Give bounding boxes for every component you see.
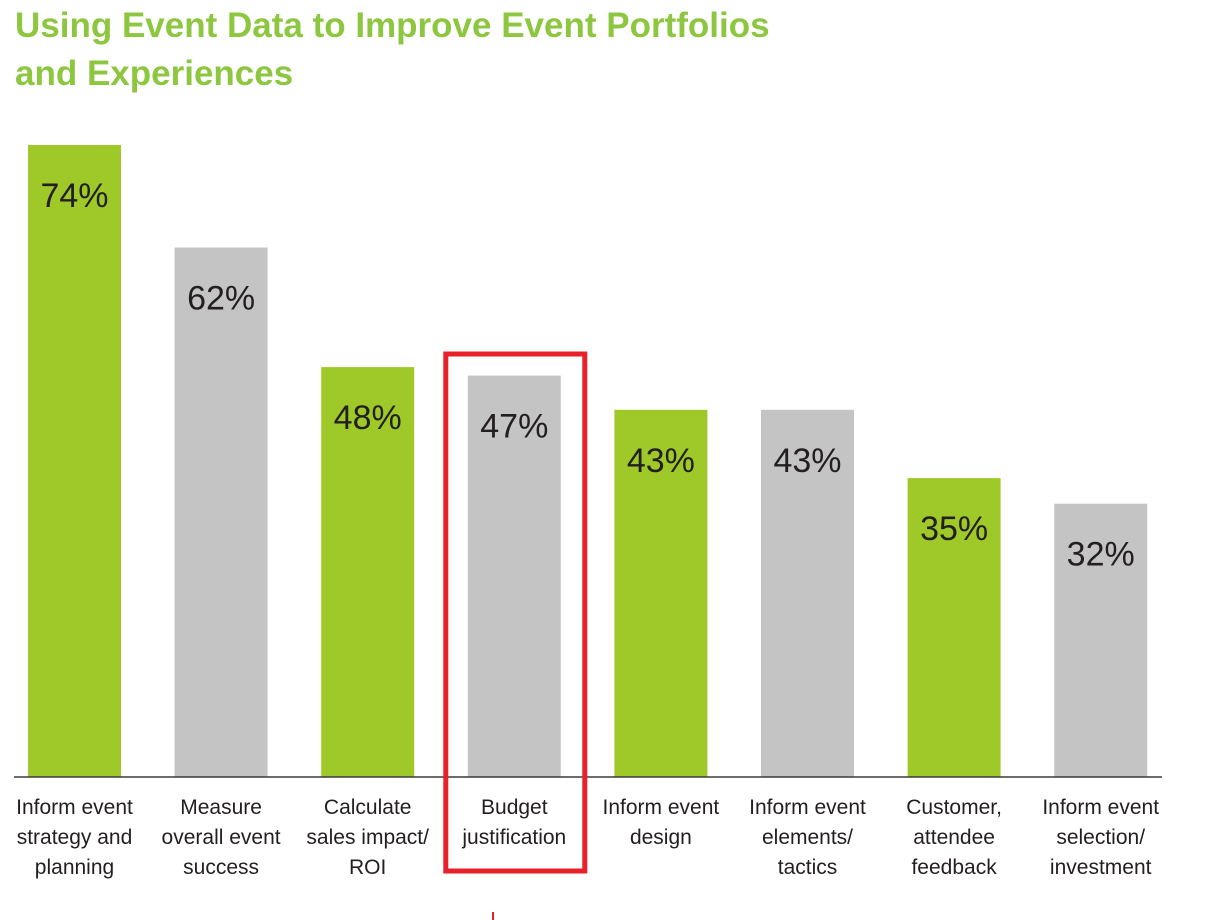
- bars-group: [28, 145, 1148, 777]
- bar-value-label-6: 43%: [773, 442, 841, 480]
- category-label-5-line-1: Inform event: [603, 796, 720, 819]
- bar-value-label-8: 32%: [1067, 536, 1135, 574]
- chart-title-line-2: and Experiences: [15, 54, 294, 93]
- bar-3: [321, 367, 415, 777]
- category-label-7-line-3: feedback: [911, 856, 997, 879]
- category-label-2-line-2: overall event: [162, 826, 281, 849]
- bar-8: [1054, 503, 1148, 777]
- bar-value-label-2: 62%: [187, 280, 255, 318]
- category-label-1: Inform event strategy and planning: [16, 796, 133, 879]
- chart-title: Using Event Data to Improve Event Portfo…: [15, 2, 915, 98]
- category-label-6: Inform event elements/tactics: [749, 796, 866, 879]
- bar-4: [467, 375, 561, 777]
- category-label-8-line-3: investment: [1050, 856, 1152, 879]
- value-labels-group: 74% 62% 48% 47% 43% 43% 35% 32%: [40, 177, 1134, 574]
- highlight-box: [443, 351, 588, 874]
- category-label-8-line-2: selection/: [1056, 826, 1145, 849]
- category-label-2-line-3: success: [183, 856, 259, 879]
- category-label-8: Inform event selection/investment: [1042, 796, 1159, 879]
- category-label-2-line-1: Measure: [180, 796, 262, 819]
- category-label-1-line-3: planning: [35, 856, 114, 879]
- bar-1: [28, 145, 121, 777]
- bar-value-label-7: 35%: [920, 510, 988, 548]
- category-label-8-line-1: Inform event: [1042, 796, 1159, 819]
- chart-title-line-1: Using Event Data to Improve Event Portfo…: [15, 6, 770, 45]
- category-label-7-line-1: Customer,: [906, 796, 1002, 819]
- category-label-1-line-1: Inform event: [16, 796, 133, 819]
- category-label-7: Customer, attendee feedback: [906, 796, 1002, 879]
- category-label-7-line-2: attendee: [913, 826, 995, 849]
- bar-value-label-4: 47%: [480, 408, 548, 446]
- bar-value-label-1: 74%: [40, 177, 108, 215]
- category-label-3: Calculate sales impact/ROI: [306, 796, 429, 879]
- bar-value-label-5: 43%: [627, 442, 695, 480]
- category-label-6-line-3: tactics: [778, 856, 838, 879]
- category-label-6-line-2: elements/: [762, 826, 853, 849]
- category-label-4: Budget justification: [461, 796, 566, 849]
- category-label-3-line-3: ROI: [349, 856, 386, 879]
- category-label-6-line-1: Inform event: [749, 796, 866, 819]
- category-label-4-line-2: justification: [461, 826, 566, 849]
- bar-2: [174, 247, 268, 777]
- category-label-4-line-1: Budget: [481, 796, 548, 819]
- category-label-2: Measure overall event success: [162, 796, 281, 879]
- bar-7: [907, 478, 1001, 777]
- bar-5: [614, 409, 708, 777]
- category-label-3-line-1: Calculate: [324, 796, 412, 819]
- category-labels-group: Inform event strategy and planning Measure o…: [16, 796, 1159, 879]
- bar-6: [761, 409, 854, 777]
- category-label-3-line-2: sales impact/: [306, 826, 429, 849]
- category-label-5-line-2: design: [630, 826, 692, 849]
- bar-value-label-3: 48%: [334, 399, 402, 437]
- category-label-5: Inform event design: [603, 796, 720, 849]
- category-label-1-line-2: strategy and: [17, 826, 133, 849]
